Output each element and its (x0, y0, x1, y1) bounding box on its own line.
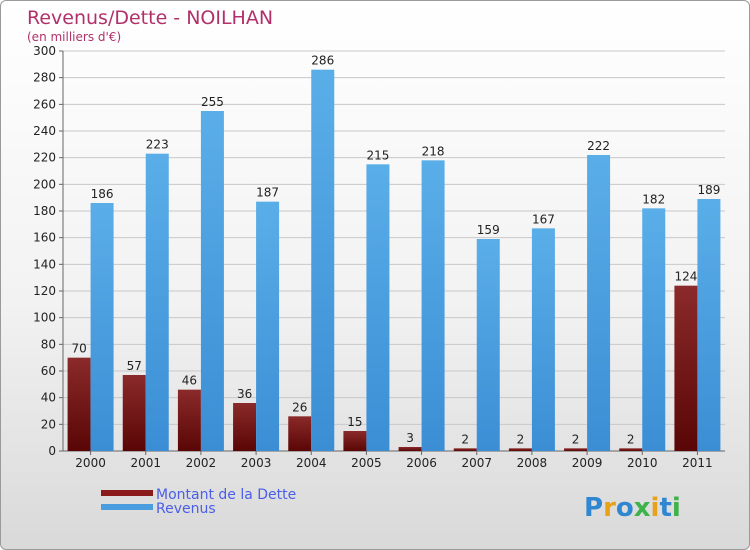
y-tick-label: 20 (41, 417, 56, 431)
revenue-bar (587, 155, 611, 451)
revenue-value-label: 159 (477, 223, 500, 237)
debt-value-label: 2 (627, 432, 635, 446)
debt-bar (398, 447, 422, 451)
x-tick-label: 2010 (627, 456, 658, 470)
y-tick-label: 100 (33, 311, 56, 325)
x-tick-label: 2000 (75, 456, 106, 470)
revenue-value-label: 286 (311, 54, 334, 68)
proxiti-logo: Proxiti (584, 493, 681, 523)
y-tick-label: 120 (33, 284, 56, 298)
debt-value-label: 57 (127, 359, 142, 373)
revenue-value-label: 255 (201, 95, 224, 109)
x-tick-label: 2009 (572, 456, 603, 470)
logo-letter: P (584, 493, 603, 523)
y-tick-label: 200 (33, 177, 56, 191)
debt-bar (674, 285, 698, 451)
revenue-value-label: 167 (532, 212, 555, 226)
x-tick-label: 2002 (186, 456, 217, 470)
y-tick-label: 60 (41, 364, 56, 378)
logo-letter: i (651, 493, 660, 523)
y-tick-label: 220 (33, 151, 56, 165)
revenue-bar (476, 239, 500, 451)
debt-value-label: 2 (517, 432, 525, 446)
x-tick-label: 2008 (517, 456, 548, 470)
legend-revenue-label: Revenus (156, 501, 216, 517)
y-tick-label: 180 (33, 204, 56, 218)
debt-value-label: 2 (461, 432, 469, 446)
chart-title: Revenus/Dette - NOILHAN (27, 7, 273, 29)
revenue-bar (421, 160, 445, 452)
debt-value-label: 2 (572, 432, 580, 446)
y-axis: 0 20 40 60 80 100 120 140 160 180 200 220 240 260 280 3… (33, 44, 725, 458)
y-tick-label: 280 (33, 71, 56, 85)
revenue-value-label: 187 (256, 186, 279, 200)
logo-letter: t (659, 493, 671, 523)
x-tick-label: 2001 (130, 456, 161, 470)
logo-letter: r (603, 493, 616, 523)
x-axis: 2000 2001 2002 2003 2004 2005 2006 2007 2008 2009… (75, 451, 713, 470)
x-tick-label: 2005 (351, 456, 382, 470)
revenue-bar (697, 199, 721, 451)
y-tick-label: 300 (33, 44, 56, 58)
y-tick-label: 0 (48, 444, 56, 458)
revenue-bar (145, 153, 169, 451)
debt-value-label: 26 (292, 400, 307, 414)
debt-value-label: 15 (347, 415, 362, 429)
y-tick-label: 80 (41, 337, 56, 351)
revenue-bar (200, 111, 224, 451)
revenue-value-label: 223 (146, 138, 169, 152)
legend-revenue-swatch (101, 504, 153, 510)
revenue-bar (366, 164, 390, 452)
y-tick-label: 140 (33, 257, 56, 271)
logo-letter: o (616, 493, 634, 523)
revenue-bar (311, 69, 335, 452)
x-tick-label: 2004 (296, 456, 327, 470)
debt-bar (508, 448, 532, 451)
y-tick-label: 160 (33, 231, 56, 245)
debt-bar (177, 389, 201, 451)
x-tick-label: 2006 (406, 456, 437, 470)
revenue-bar (90, 203, 114, 451)
debt-bar (619, 448, 643, 451)
logo-text: Proxiti (584, 493, 681, 523)
debt-bar (564, 448, 588, 451)
debt-bar (453, 448, 477, 451)
revenue-bar (531, 228, 555, 451)
y-tick-label: 260 (33, 97, 56, 111)
debt-value-label: 3 (406, 431, 414, 445)
revenue-value-label: 189 (697, 183, 720, 197)
debt-bar (233, 403, 257, 451)
legend-debt-swatch (101, 490, 153, 496)
x-tick-label: 2003 (241, 456, 272, 470)
legend-debt-label: Montant de la Dette (156, 487, 296, 503)
chart-subtitle: (en milliers d'€) (27, 30, 121, 44)
debt-value-label: 36 (237, 387, 252, 401)
revenue-value-label: 222 (587, 139, 610, 153)
data-labels: 7018657223462553618726286152153218215921… (71, 54, 720, 447)
bars (67, 69, 721, 452)
revenue-value-label: 186 (91, 187, 114, 201)
logo-letter: i (672, 493, 681, 523)
x-tick-label: 2011 (682, 456, 713, 470)
revenue-bar (256, 201, 280, 451)
y-tick-label: 240 (33, 124, 56, 138)
debt-value-label: 46 (182, 374, 197, 388)
debt-bar (343, 431, 367, 451)
grid (63, 50, 725, 452)
debt-bar (288, 416, 312, 451)
logo-letter: x (634, 493, 651, 523)
revenue-value-label: 218 (422, 144, 445, 158)
revenue-bar (642, 208, 666, 451)
debt-value-label: 124 (674, 270, 697, 284)
x-tick-label: 2007 (461, 456, 492, 470)
debt-value-label: 70 (71, 342, 86, 356)
debt-bar (67, 357, 91, 451)
y-tick-label: 40 (41, 391, 56, 405)
revenue-value-label: 182 (642, 192, 665, 206)
revenue-value-label: 215 (366, 148, 389, 162)
debt-bar (122, 375, 146, 451)
